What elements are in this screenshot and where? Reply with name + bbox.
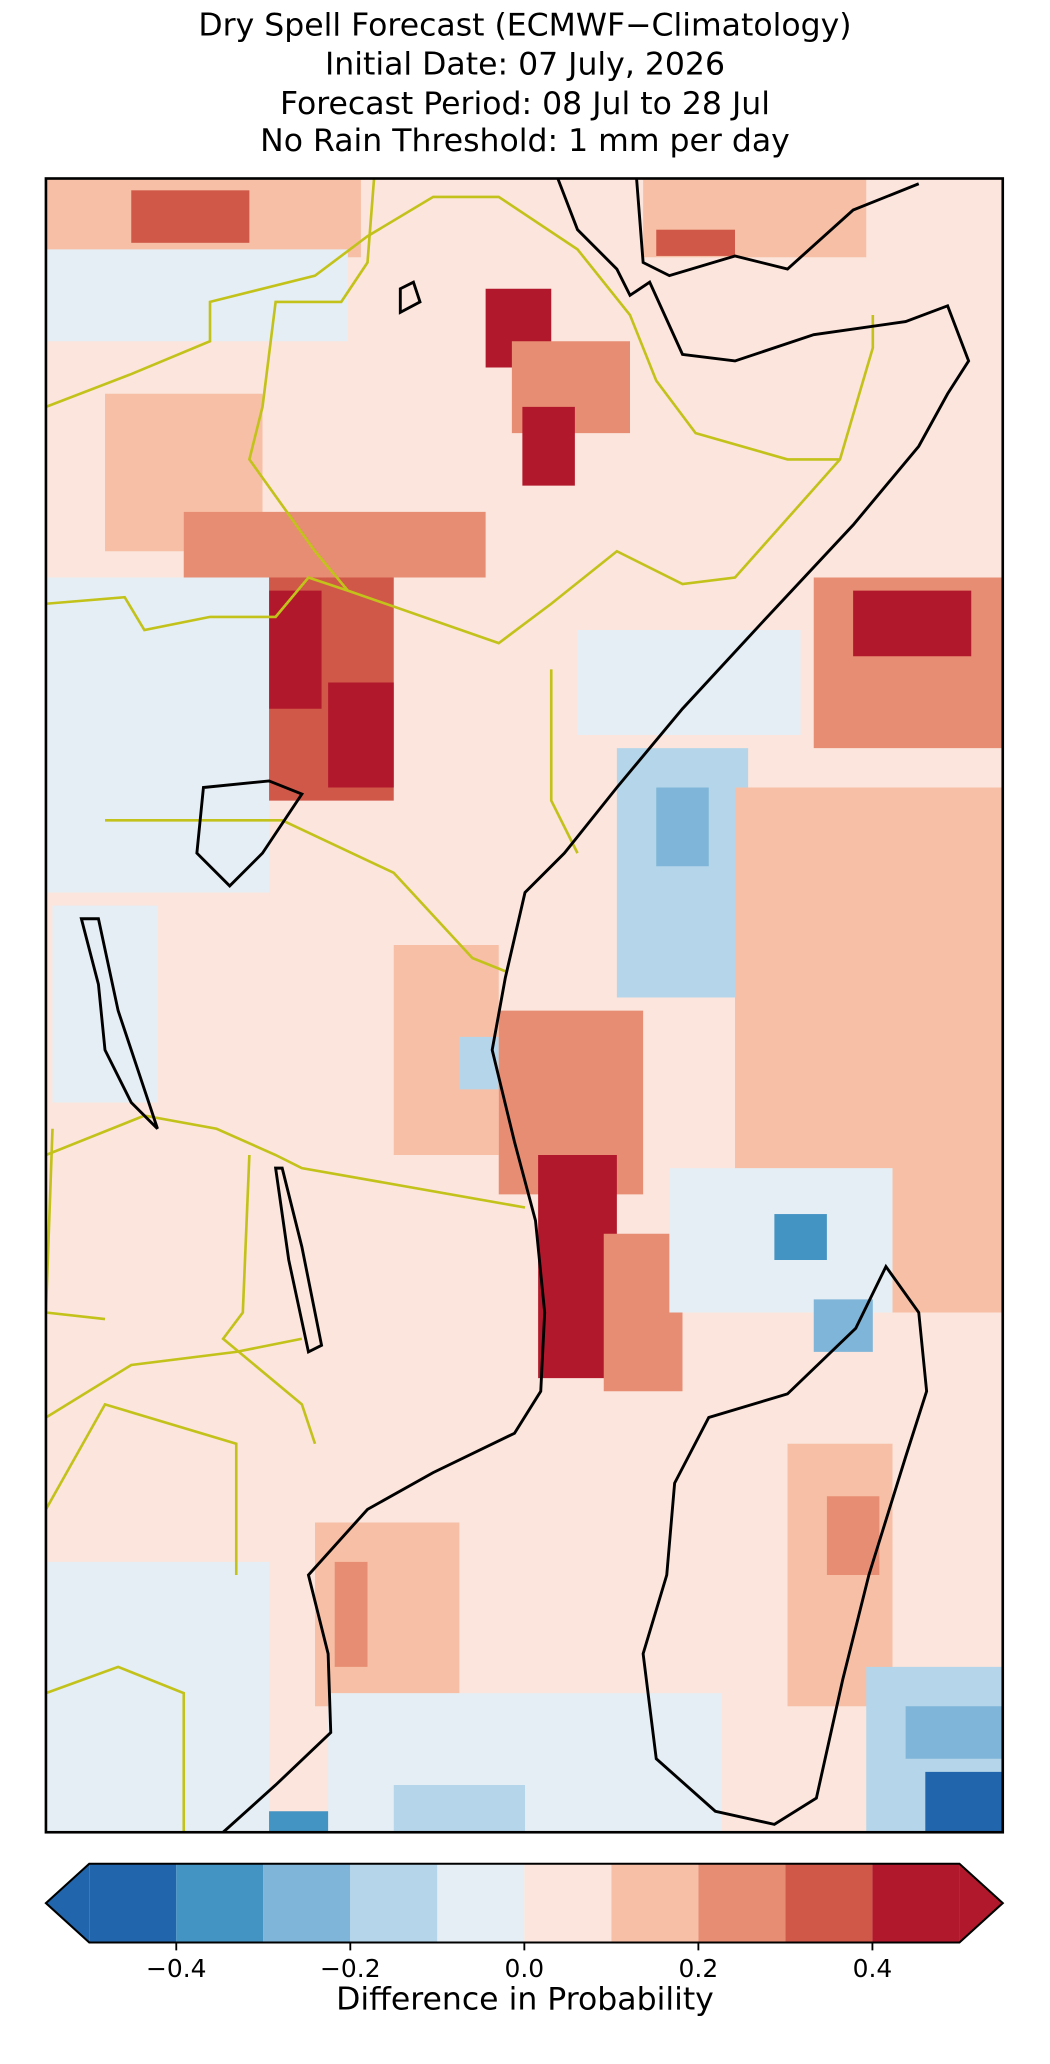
title-line: Dry Spell Forecast (ECMWF−Climatology) [198,7,851,43]
colorbar-tick-label: 0.2 [679,1954,719,1983]
colorbar-segment [176,1863,264,1943]
colorbar-segment [524,1863,612,1943]
map-area [45,178,1003,1833]
colorbar-extend-min [45,1863,90,1943]
colorbar-segment [698,1863,786,1943]
colorbar-segment [263,1863,351,1943]
colorbar-segment [437,1863,525,1943]
colorbar-tick-label: −0.4 [146,1954,207,1983]
colorbar-segment [350,1863,438,1943]
colorbar-label: Difference in Probability [336,1981,714,2017]
coastlines [79,178,971,1833]
colorbar-tick-label: 0.4 [853,1954,893,1983]
colorbar-segment [89,1863,177,1943]
colorbar-segment [611,1863,699,1943]
colorbar-segment [872,1863,960,1943]
colorbar-extend-max [959,1863,1003,1943]
anomaly-patches [45,178,1003,1833]
title-line: Initial Date: 07 July, 2026 [325,47,725,83]
colorbar: −0.4 −0.2 0.0 0.2 0.4 [44,1862,1005,1983]
colorbar-tick-label: 0.0 [505,1954,545,1983]
colorbar-tick-label: −0.2 [320,1954,381,1983]
borders [45,178,875,1833]
colorbar-outline [44,1862,1005,1944]
title-line: No Rain Threshold: 1 mm per day [260,123,790,159]
title-line: Forecast Period: 08 Jul to 28 Jul [280,86,770,122]
map-frame [44,177,1005,1834]
colorbar-segment [785,1863,873,1943]
